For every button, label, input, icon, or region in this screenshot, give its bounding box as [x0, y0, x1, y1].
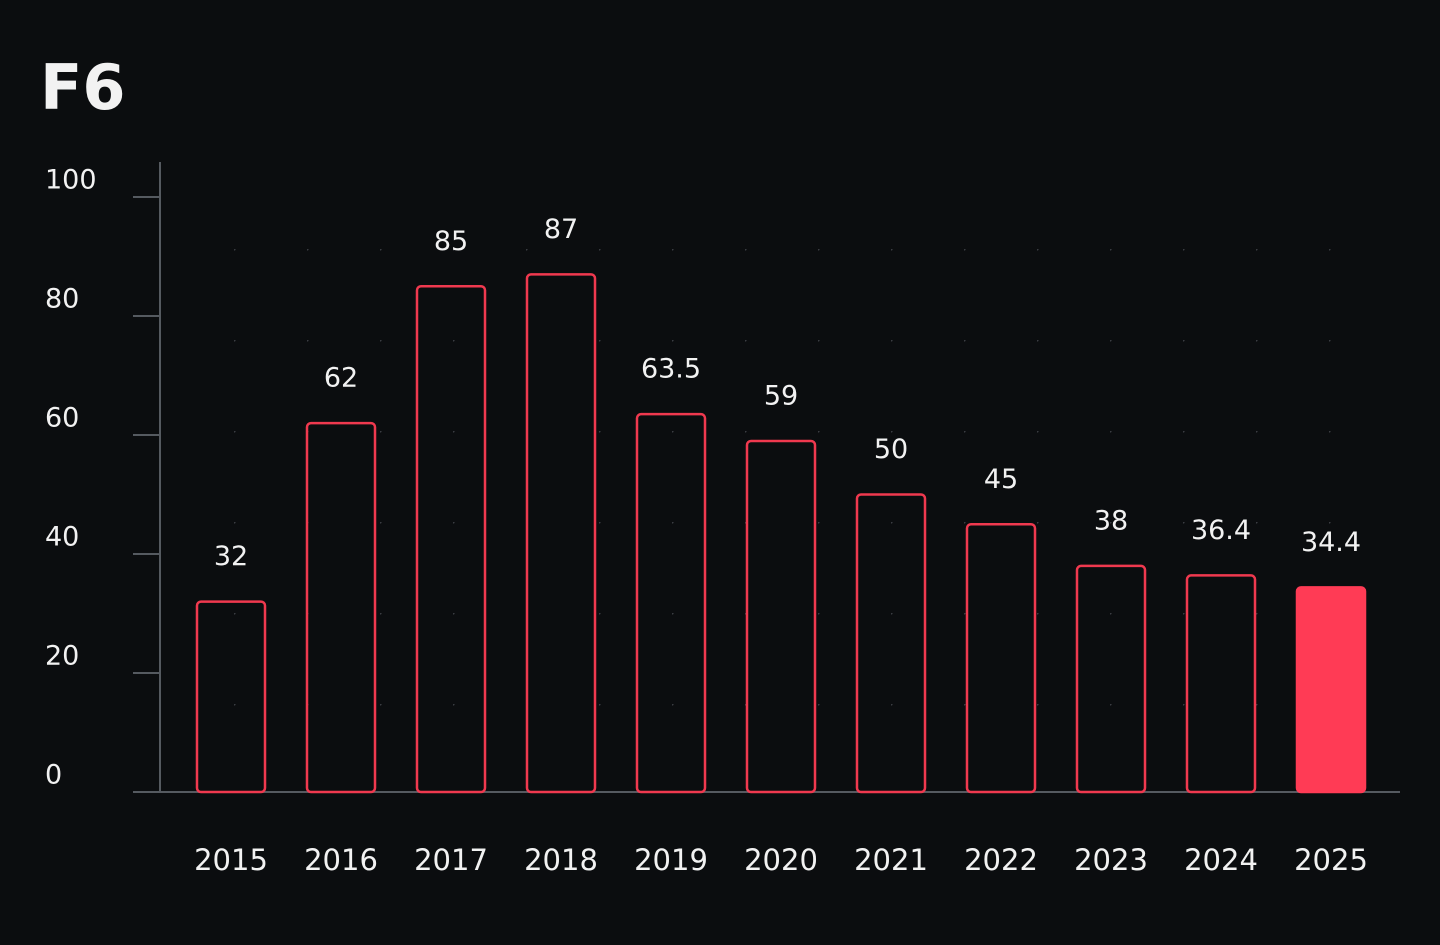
y-tick-label: 40: [45, 522, 79, 553]
bar: [1185, 574, 1257, 794]
x-tick-label: 2020: [744, 843, 818, 877]
bar: [305, 421, 377, 794]
x-tick-label: 2025: [1294, 843, 1368, 877]
x-tick-label: 2019: [634, 843, 708, 877]
bar: [745, 439, 817, 794]
value-label: 34.4: [1301, 527, 1361, 558]
y-tick-label: 20: [45, 641, 79, 672]
value-label: 62: [324, 363, 358, 394]
x-tick-label: 2016: [304, 843, 378, 877]
bar: [525, 273, 597, 794]
y-tick-label: 0: [45, 760, 62, 791]
bar: [415, 285, 487, 794]
value-label: 59: [764, 380, 798, 411]
x-tick-label: 2018: [524, 843, 598, 877]
value-label: 36.4: [1191, 515, 1251, 546]
y-tick-label: 100: [45, 165, 97, 196]
chart-title: F6: [40, 51, 126, 124]
value-label: 87: [544, 214, 578, 245]
x-tick-label: 2017: [414, 843, 488, 877]
x-tick-label: 2021: [854, 843, 928, 877]
x-tick-label: 2024: [1184, 843, 1258, 877]
bar: [1295, 586, 1367, 794]
value-label: 38: [1094, 505, 1128, 536]
value-label: 32: [214, 541, 248, 572]
x-tick-label: 2023: [1074, 843, 1148, 877]
bar: [855, 493, 927, 794]
dot-grid: [200, 240, 1380, 710]
value-label: 45: [984, 464, 1018, 495]
y-tick-label: 60: [45, 403, 79, 434]
bar: [1075, 564, 1147, 794]
y-tick-label: 80: [45, 284, 79, 315]
value-label: 63.5: [641, 354, 701, 385]
value-label: 85: [434, 226, 468, 257]
bar: [635, 412, 707, 794]
bar: [195, 600, 267, 794]
x-tick-label: 2022: [964, 843, 1038, 877]
x-tick-label: 2015: [194, 843, 268, 877]
value-label: 50: [874, 434, 908, 465]
bar: [965, 523, 1037, 794]
